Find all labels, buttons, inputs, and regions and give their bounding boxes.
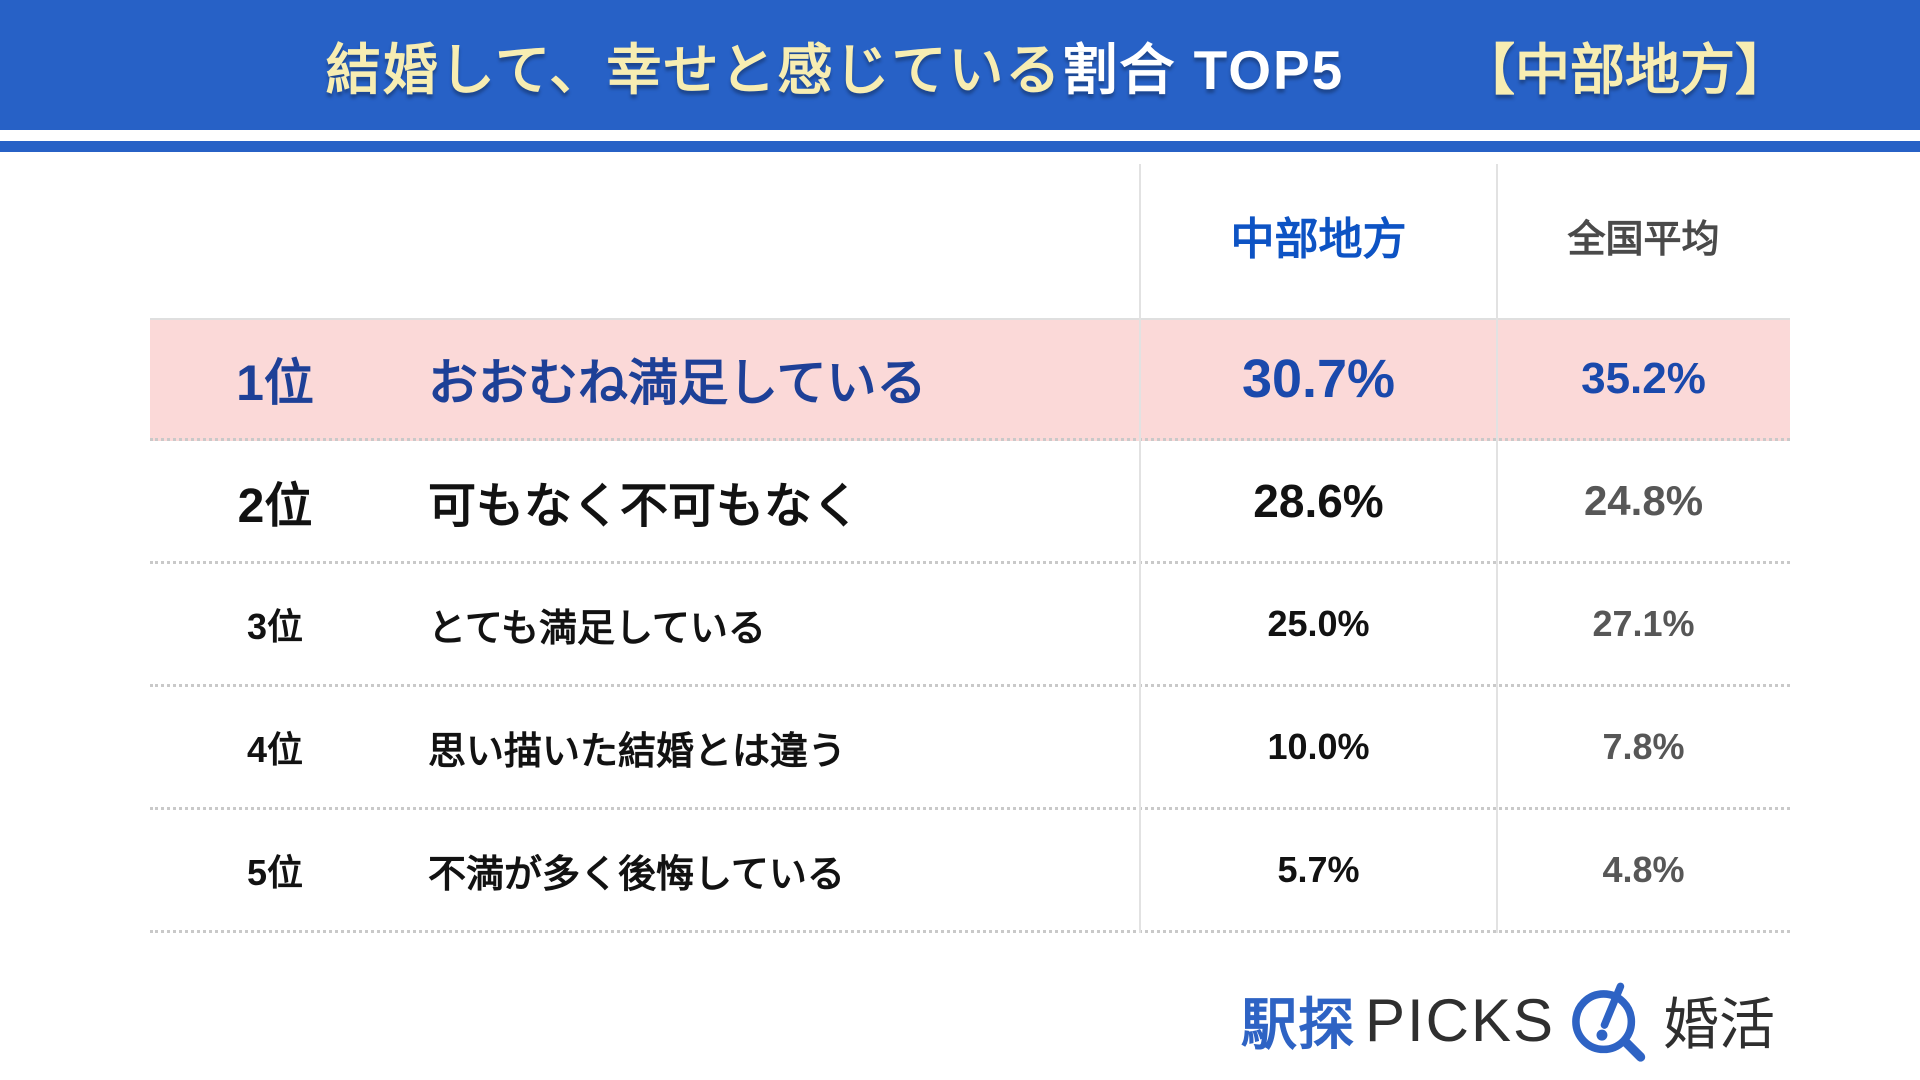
- item-label: おおむね満足している: [428, 355, 927, 411]
- national-value: 7.8%: [1602, 726, 1685, 767]
- chubu-value: 25.0%: [1267, 603, 1370, 644]
- chubu-value: 28.6%: [1253, 475, 1384, 527]
- table-row: 3位 とても満足している 25.0% 27.1%: [150, 564, 1790, 687]
- national-value: 4.8%: [1602, 849, 1685, 890]
- magnifier-icon: [1572, 982, 1646, 1062]
- table-row: 4位 思い描いた結婚とは違う 10.0% 7.8%: [150, 687, 1790, 810]
- table-row: 2位 可もなく不可もなく 28.6% 24.8%: [150, 441, 1790, 564]
- column-divider-2: [1496, 164, 1498, 933]
- rank-label: 5位: [246, 852, 304, 893]
- brand-ekitan-label: 駅探: [1240, 992, 1355, 1056]
- column-header-national: 全国平均: [1567, 218, 1720, 261]
- title-highlight: 結婚して、幸せと感じている: [325, 39, 1063, 101]
- brand-picks-label: PICKS: [1364, 986, 1555, 1054]
- national-value: 27.1%: [1592, 603, 1695, 644]
- page-title: 結婚して、幸せと感じている割合 TOP5: [210, 25, 1460, 105]
- banner-stripe-white: [0, 130, 1920, 141]
- chubu-value: 30.7%: [1241, 349, 1396, 409]
- column-divider-1: [1139, 164, 1141, 933]
- banner-stripe-blue: [0, 141, 1920, 152]
- chubu-value: 10.0%: [1267, 726, 1370, 767]
- title-rest: 割合 TOP5: [1062, 39, 1345, 101]
- brand-logo: 駅探 PICKS 婚活: [1241, 978, 1775, 1062]
- national-value: 24.8%: [1583, 477, 1704, 524]
- rank-label: 1位: [236, 355, 314, 411]
- brand-konkatsu-label: 婚活: [1663, 992, 1775, 1056]
- header-banner: 結婚して、幸せと感じている割合 TOP5 【中部地方】: [0, 0, 1920, 130]
- item-label: 思い描いた結婚とは違う: [428, 730, 847, 773]
- national-value: 35.2%: [1581, 354, 1706, 403]
- chubu-value: 5.7%: [1277, 849, 1360, 890]
- table-header-row: 中部地方 全国平均: [150, 152, 1790, 318]
- rank-label: 4位: [246, 729, 304, 770]
- column-header-chubu: 中部地方: [1230, 215, 1407, 264]
- rank-label: 3位: [246, 606, 304, 647]
- table-body: 1位 おおむね満足している 30.7% 35.2% 2位 可もなく不可もなく 28.6% 24…: [150, 318, 1790, 933]
- item-label: 不満が多く後悔している: [428, 853, 845, 896]
- table-row: 5位 不満が多く後悔している 5.7% 4.8%: [150, 810, 1790, 933]
- item-label: とても満足している: [428, 607, 766, 650]
- rank-label: 2位: [237, 480, 313, 533]
- table-row: 1位 おおむね満足している 30.7% 35.2%: [150, 318, 1790, 441]
- ranking-table: 中部地方 全国平均 1位 おおむね満足している 30.7% 35.2% 2位 可もなく不可…: [150, 152, 1790, 933]
- region-label: 【中部地方】: [1459, 39, 1790, 101]
- item-label: 可もなく不可もなく: [428, 480, 861, 533]
